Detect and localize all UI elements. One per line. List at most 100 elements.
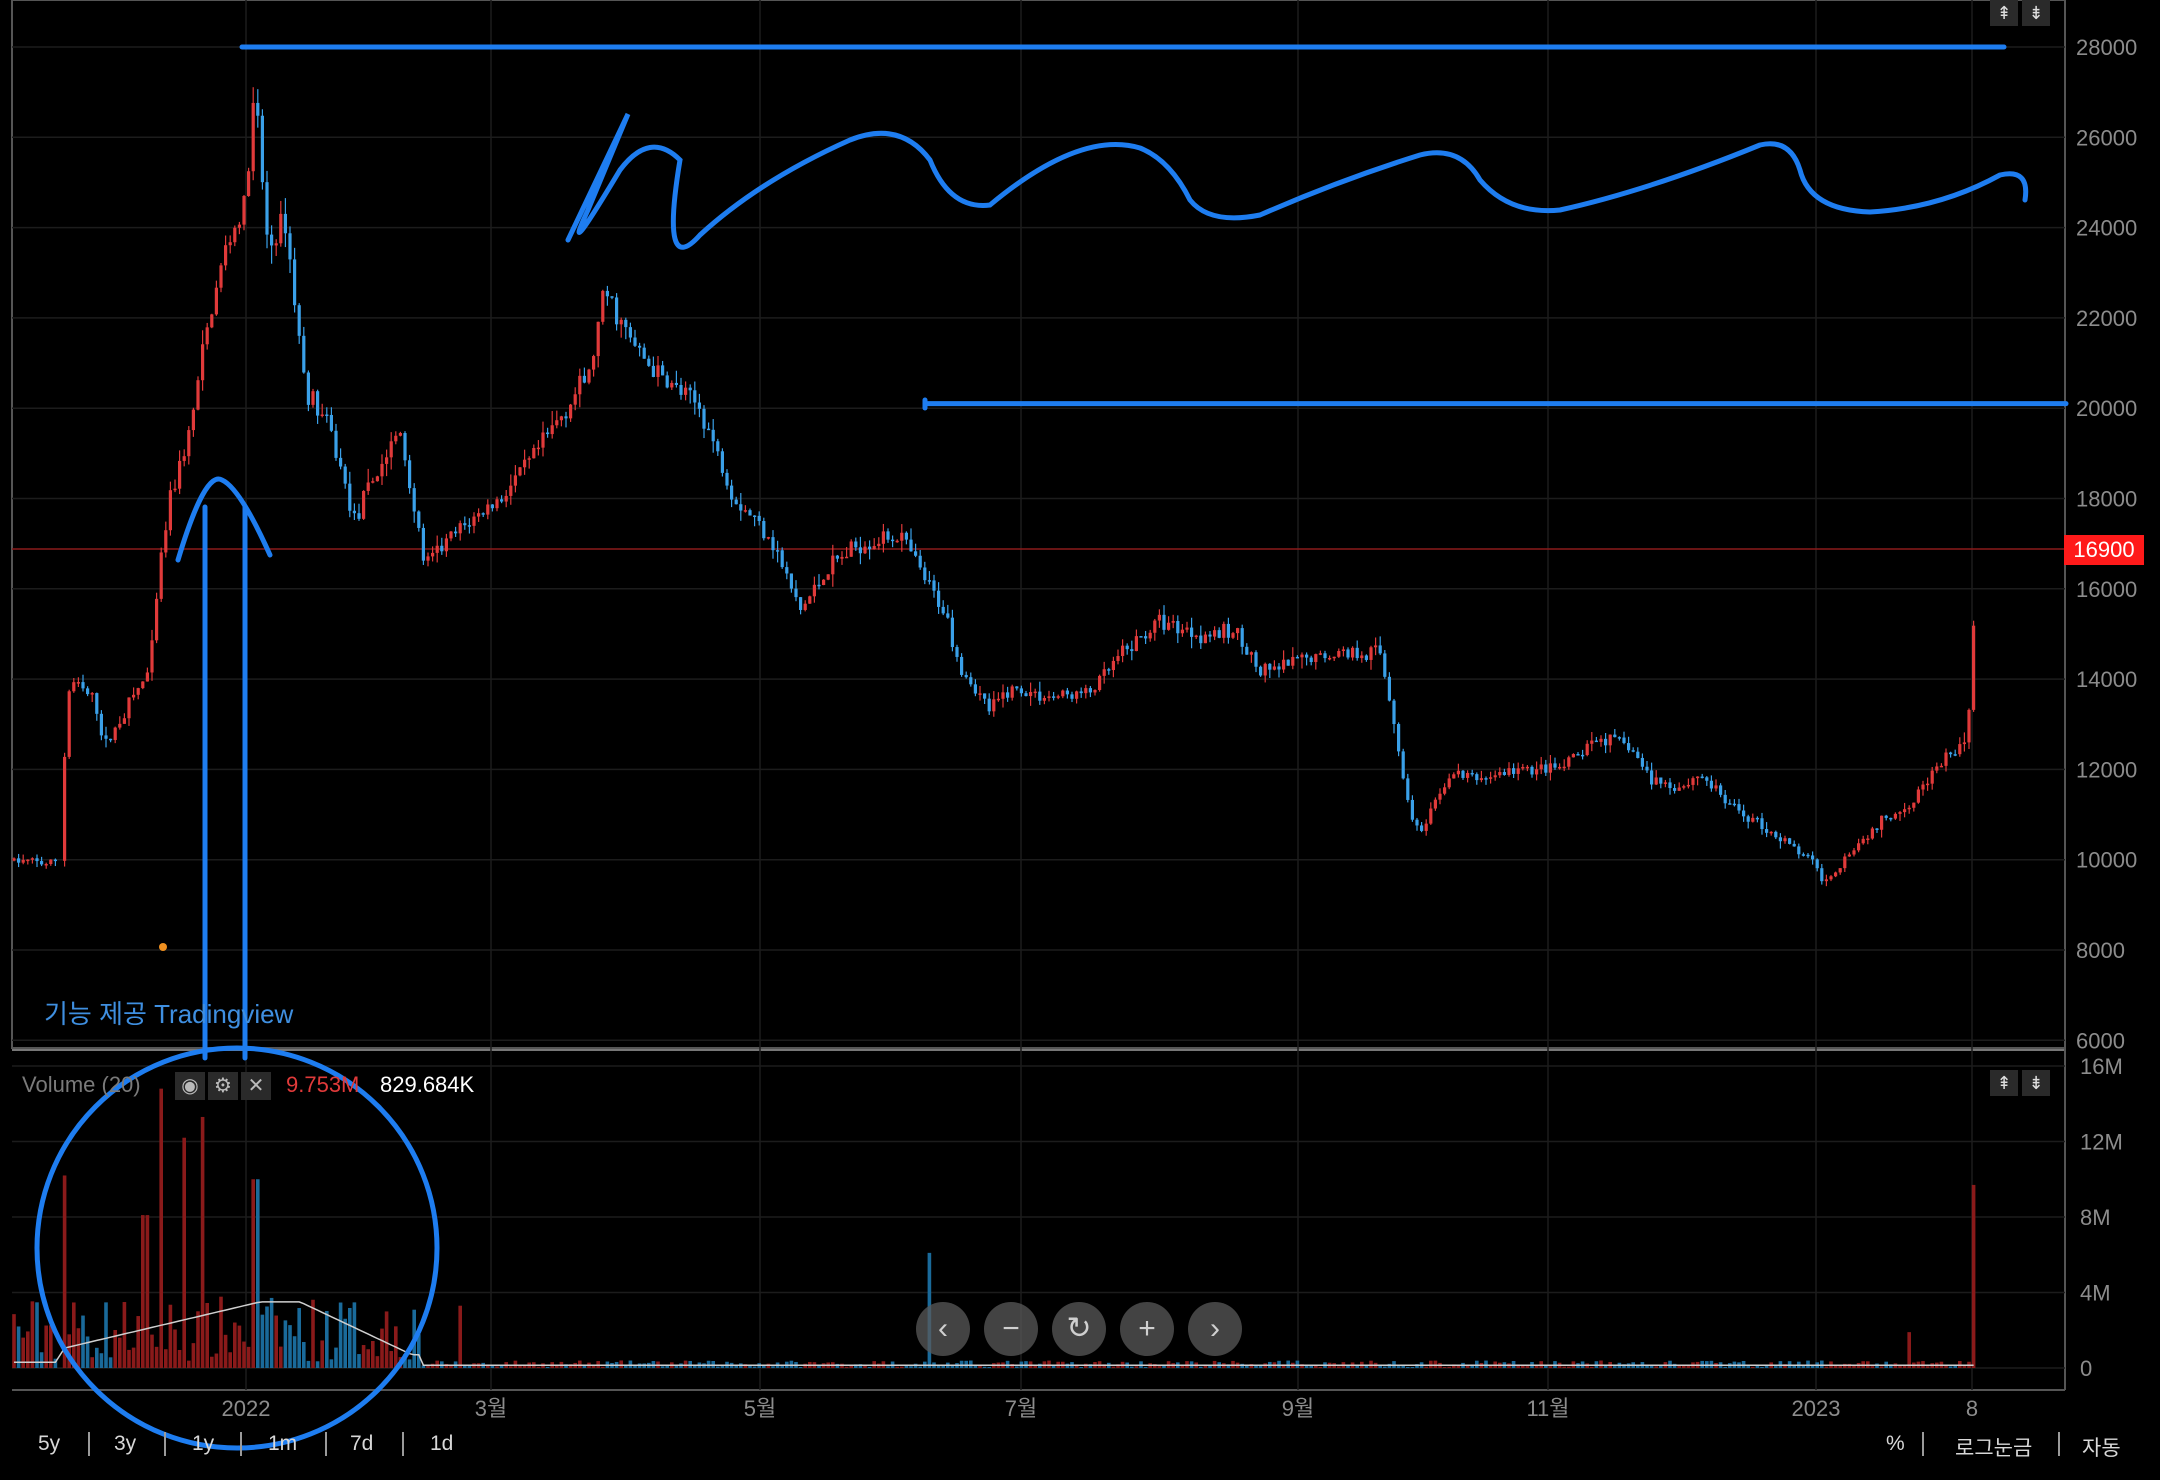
separator (402, 1432, 404, 1456)
candle-body (702, 408, 706, 429)
volume-bar (1645, 1364, 1649, 1368)
candle-body (1470, 772, 1474, 775)
candle-body (665, 375, 669, 388)
candle-body (1728, 803, 1732, 805)
volume-bar (950, 1365, 955, 1368)
volume-bar (601, 1366, 605, 1368)
volume-bar (1442, 1367, 1447, 1368)
candle-body (311, 391, 315, 405)
volume-scale-up-icon[interactable]: ⇞ (1990, 1070, 2018, 1096)
volume-bar (1355, 1365, 1359, 1368)
volume-bar (1613, 1366, 1617, 1368)
candle-body (1194, 635, 1198, 638)
candle-body (1084, 688, 1088, 694)
candle-body (1300, 654, 1304, 658)
time-tick-label: 7월 (1005, 1396, 1037, 1421)
candle-body (1286, 659, 1290, 666)
candle-body (1875, 828, 1879, 830)
candle-body (1852, 850, 1856, 855)
eye-icon[interactable]: ◉ (175, 1072, 205, 1100)
chevron-right-icon[interactable]: › (1188, 1302, 1242, 1356)
volume-bar (21, 1337, 25, 1368)
candle-body (904, 532, 908, 540)
volume-bar (72, 1302, 76, 1368)
candle-body (1650, 770, 1654, 785)
timeframe-5y[interactable]: 5y (38, 1432, 61, 1455)
volume-scale-down-icon[interactable]: ⇟ (2022, 1070, 2050, 1096)
volume-bar (886, 1366, 890, 1368)
volume-bar (495, 1366, 499, 1368)
candle-body (1709, 780, 1713, 789)
volume-bar (108, 1357, 113, 1368)
candle-body (1144, 636, 1148, 639)
volume-bar (1833, 1365, 1838, 1368)
volume-bar (1590, 1366, 1594, 1368)
candle-body (1042, 697, 1046, 701)
timeframe-1m[interactable]: 1m (268, 1432, 298, 1455)
timeframe-1y[interactable]: 1y (192, 1432, 215, 1455)
candle-body (1475, 774, 1479, 781)
volume-bar (619, 1360, 623, 1368)
volume-bar (518, 1365, 522, 1368)
volume-bar (260, 1314, 265, 1368)
timeframe-3y[interactable]: 3y (114, 1432, 137, 1455)
volume-bar (463, 1364, 467, 1368)
candle-body (403, 433, 407, 461)
plus-icon[interactable]: + (1120, 1302, 1174, 1356)
volume-bar (343, 1318, 347, 1368)
candle-body (900, 532, 904, 541)
volume-bar (693, 1365, 697, 1368)
volume-bar (1005, 1360, 1010, 1368)
chevron-left-icon[interactable]: ‹ (916, 1302, 970, 1356)
volume-bar (1153, 1364, 1157, 1368)
candle-body (1162, 614, 1166, 630)
volume-bar (187, 1360, 191, 1368)
close-icon[interactable]: ✕ (241, 1072, 271, 1100)
volume-bar (67, 1334, 71, 1368)
candle-body (191, 409, 195, 431)
timeframe-7d[interactable]: 7d (350, 1432, 374, 1455)
candle-body (467, 525, 471, 527)
candle-body (1935, 766, 1939, 771)
timeframe-1d[interactable]: 1d (430, 1432, 454, 1455)
candle-body (776, 550, 780, 552)
volume-bar (1484, 1360, 1488, 1368)
candle-body (426, 556, 430, 561)
volume-bar (1709, 1360, 1714, 1368)
candle-body (1056, 696, 1060, 698)
candle-body (412, 488, 416, 512)
minus-icon[interactable]: − (984, 1302, 1038, 1356)
reset-icon[interactable]: ↻ (1052, 1302, 1106, 1356)
candle-body (1217, 630, 1221, 638)
percent-toggle[interactable]: % (1886, 1432, 1905, 1455)
log-scale-toggle[interactable]: 로그눈금 (1955, 1437, 2033, 1460)
candle-body (960, 656, 964, 675)
volume-bar (288, 1325, 292, 1368)
candle-body (127, 697, 131, 719)
candle-body (150, 640, 154, 673)
volume-tick-label: 8M (2080, 1205, 2111, 1230)
volume-bar (1962, 1366, 1967, 1368)
volume-bar (1562, 1366, 1566, 1368)
candle-body (49, 859, 53, 864)
scale-down-icon[interactable]: ⇟ (2022, 0, 2050, 26)
volume-bar (1456, 1364, 1461, 1368)
candle-body (1277, 666, 1281, 670)
volume-bar (1870, 1366, 1875, 1368)
price-tick-label: 28000 (2076, 35, 2137, 60)
volume-bar (1258, 1365, 1263, 1368)
candle-body (1585, 743, 1589, 756)
auto-scale-toggle[interactable]: 자동 (2082, 1437, 2121, 1460)
candle-body (1581, 754, 1585, 757)
time-tick-label: 2022 (222, 1396, 271, 1421)
candle-body (1544, 764, 1548, 773)
volume-bar (522, 1365, 527, 1368)
gear-icon[interactable]: ⚙ (208, 1072, 238, 1100)
scale-up-icon[interactable]: ⇞ (1990, 0, 2018, 26)
candle-body (1815, 859, 1819, 869)
separator (164, 1432, 166, 1456)
tradingview-credit[interactable]: 기능 제공 Tradingview (44, 999, 294, 1029)
volume-bar (1203, 1364, 1208, 1368)
volume-bar (1879, 1366, 1884, 1368)
